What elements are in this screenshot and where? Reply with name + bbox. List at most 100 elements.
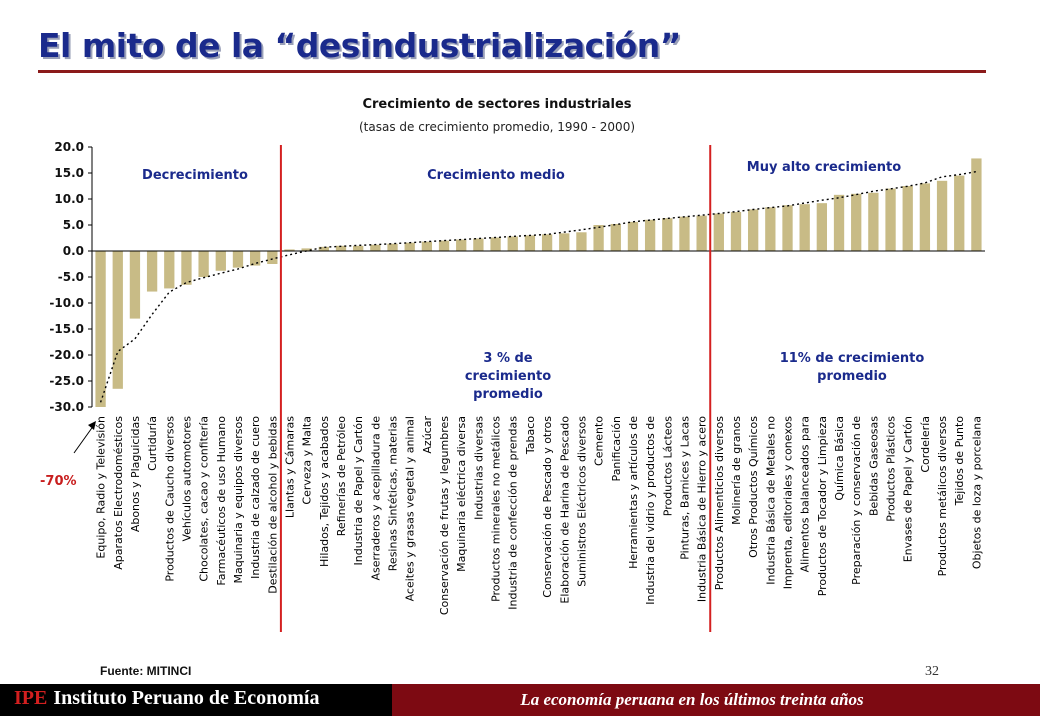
- y-tick-label: 20.0: [54, 140, 84, 154]
- bar: [610, 223, 621, 251]
- bar: [267, 251, 278, 264]
- bar: [851, 193, 862, 251]
- x-category-label: Productos metálicos diversos: [936, 416, 949, 577]
- callout-arrow-line: [73, 424, 95, 454]
- bar: [370, 244, 381, 251]
- slide-title: El mito de la “desindustrialización”: [38, 26, 681, 65]
- footer-tagline: La economía peruana en los últimos trein…: [520, 690, 864, 709]
- bar: [816, 203, 827, 251]
- x-category-label: Alimentos balanceados para: [799, 416, 812, 572]
- bar: [335, 245, 347, 251]
- bar: [456, 239, 467, 251]
- x-category-label: Productos Plásticos: [885, 416, 898, 522]
- x-category-labels: Equipo, Radio y Televisión Aparatos Elect…: [95, 416, 984, 616]
- bar: [95, 251, 106, 407]
- x-category-label: Cordelería: [919, 416, 932, 473]
- x-category-label: Preparación y conservación de: [850, 416, 863, 585]
- region-dividers: [279, 145, 712, 632]
- x-category-label: Productos minerales no metálicos: [490, 416, 503, 602]
- bar: [885, 188, 896, 251]
- x-category-label: Industria de confección de prendas: [507, 416, 520, 610]
- x-category-label: Objetos de loza y porcelana: [970, 416, 983, 569]
- y-tick-label: 0.0: [63, 244, 84, 258]
- bar: [919, 183, 931, 251]
- bar: [387, 243, 398, 251]
- x-category-label: Industrias diversas: [472, 416, 485, 520]
- footer-band: IPE Instituto Peruano de Economía La econ…: [0, 684, 1040, 720]
- x-category-label: Productos Lácteos: [661, 416, 674, 516]
- x-category-label: Tejidos de Punto: [953, 416, 966, 507]
- x-category-label: Panificación: [610, 416, 623, 481]
- y-tick-label: -20.0: [49, 348, 84, 362]
- y-tick-label: -25.0: [49, 374, 84, 388]
- bar: [541, 234, 553, 251]
- y-ticks-group: 20.0 15.0 10.0 5.0 0.0 -5.0 -10.0 -15.0 -20.0 -25…: [49, 140, 92, 414]
- footer-org-panel: IPE Instituto Peruano de Economía: [0, 684, 392, 716]
- bar: [490, 237, 501, 251]
- x-category-label: Industria Básica de Hierro y acero: [696, 416, 709, 602]
- bar: [353, 245, 364, 251]
- bar: [559, 233, 570, 251]
- x-category-label: Equipo, Radio y Televisión: [95, 416, 108, 559]
- bar: [301, 248, 312, 251]
- x-category-label: Cerveza y Malta: [301, 416, 314, 505]
- bar: [644, 219, 656, 251]
- x-category-label: Aserraderos y acepilladura de: [369, 416, 382, 581]
- x-category-label: Industria Básica de Metales no: [764, 416, 777, 585]
- x-category-label: Destilación de alcohol y bebidas: [266, 416, 279, 594]
- bars-group: [95, 158, 982, 407]
- region-label-muy-alto: Muy alto crecimiento: [747, 160, 901, 175]
- bar: [696, 215, 707, 251]
- bar: [318, 246, 329, 251]
- bar: [232, 251, 244, 268]
- bar: [782, 205, 793, 251]
- x-category-label: Química Básica: [833, 416, 846, 501]
- x-category-label: Curtiduría: [146, 416, 159, 471]
- x-category-label: Industria del vidrio y productos de: [644, 416, 657, 605]
- x-category-label: Envases de Papel y Cartón: [902, 416, 915, 562]
- x-category-label: Otros Productos Químicos: [747, 416, 760, 558]
- bar: [215, 251, 226, 271]
- x-category-label: Industria de Papel y Cartón: [352, 416, 365, 565]
- y-tick-label: -15.0: [49, 322, 84, 336]
- bar: [249, 251, 261, 266]
- bar: [164, 251, 175, 289]
- bar: [146, 251, 158, 292]
- note-medium-growth: 3 % de crecimiento promedio: [465, 351, 551, 402]
- bar: [799, 204, 810, 251]
- bar: [421, 241, 433, 251]
- y-tick-label: -10.0: [49, 296, 84, 310]
- callout-minus-70: -70%: [40, 474, 77, 489]
- callout-arrow-head: [88, 421, 96, 430]
- x-category-label: Suministros Eléctricos diversos: [575, 416, 588, 587]
- note-high-growth: 11% de crecimiento promedio: [780, 351, 925, 384]
- x-category-label: Tabaco: [524, 416, 537, 455]
- x-category-label: Productos de Tocador y Limpieza: [816, 416, 829, 596]
- bar: [181, 251, 192, 285]
- y-tick-label: 5.0: [63, 218, 84, 232]
- bar: [662, 218, 673, 251]
- x-category-label: Molinería de granos: [730, 416, 743, 525]
- x-category-label: Farmacéuticos de uso Humano: [215, 416, 228, 586]
- x-category-label: Conservación de Pescado y otros: [541, 416, 554, 598]
- x-category-label: Pinturas, Barnices y Lacas: [678, 416, 691, 560]
- x-category-label: Conservación de frutas y legumbres: [438, 416, 451, 615]
- bar: [765, 207, 776, 251]
- source-note: Fuente: MITINCI: [100, 664, 192, 678]
- x-category-label: Abonos y Plaguicidas: [129, 416, 142, 532]
- x-category-label: Llantas y Cámaras: [283, 416, 296, 518]
- x-category-label: Vehículos automotores: [180, 416, 193, 542]
- x-category-label: Maquinaria y equipos diversos: [232, 416, 245, 584]
- x-category-label: Hilados, Tejidos y acabados: [318, 416, 331, 567]
- bar: [902, 186, 913, 251]
- bar: [730, 212, 742, 251]
- x-category-label: Herramientas y artículos de: [627, 416, 640, 569]
- ipe-logo: IPE: [14, 687, 48, 709]
- bar: [404, 242, 415, 251]
- bar: [284, 249, 295, 251]
- x-category-label: Productos Alimenticios diversos: [713, 416, 726, 591]
- bar: [936, 180, 948, 251]
- bar: [438, 240, 450, 251]
- x-category-label: Chocolates, cacao y confitería: [198, 416, 211, 582]
- x-category-label: Aceites y grasas vegetal y animal: [404, 416, 417, 601]
